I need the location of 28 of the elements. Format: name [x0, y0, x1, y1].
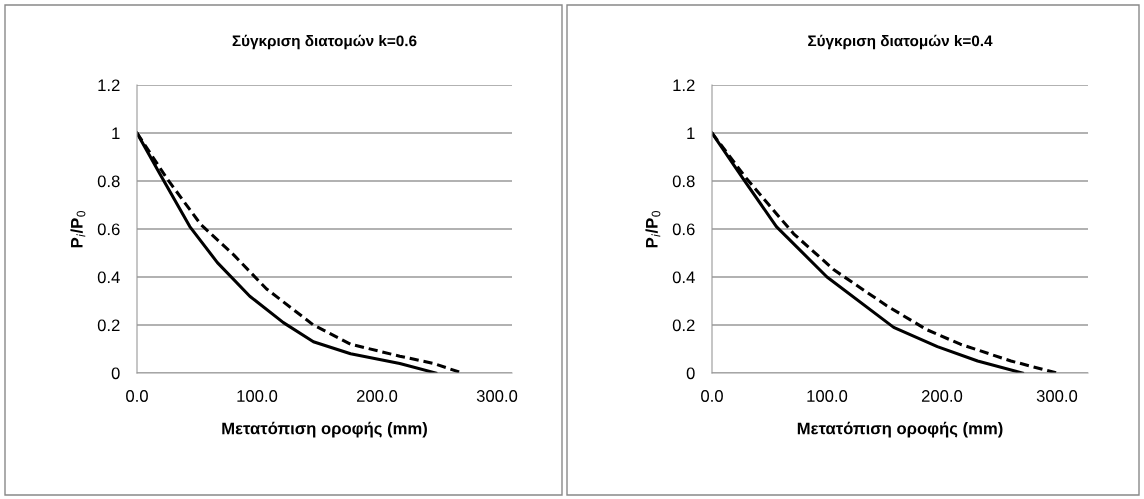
x-tick-label: 100.0: [807, 390, 848, 402]
y-tick-label: 1.2: [98, 79, 120, 92]
x-tick-label: 100.0: [237, 390, 278, 402]
chart-title: Σύγκριση διατομών k=0.4: [808, 34, 993, 50]
x-tick-label: 300.0: [1036, 390, 1078, 402]
y-tick-label: 0.2: [672, 319, 695, 332]
x-tick-label: 0.0: [126, 390, 148, 402]
y-tick-label: 0.4: [672, 271, 695, 284]
x-axis-title: Μετατόπιση οροφής (mm): [222, 421, 427, 438]
y-tick-label: 0.2: [97, 319, 120, 332]
x-tick-label: 200.0: [921, 390, 963, 402]
y-tick-label: 0.6: [672, 223, 695, 236]
y-tick-label: 1: [687, 127, 695, 140]
y-tick-label: 0: [686, 367, 695, 380]
y-tick-label: 0.8: [672, 175, 695, 188]
y-tick-label: 1: [112, 127, 120, 140]
x-tick-label: 200.0: [356, 390, 398, 402]
y-axis-title: P$_{i}$/P$_{0}$: [70, 210, 86, 248]
chart-title: Σύγκριση διατομών k=0.6: [232, 34, 417, 50]
y-axis-title: P$_{i}$/P$_{0}$: [645, 210, 661, 248]
x-tick-label: 0.0: [701, 390, 723, 402]
y-tick-label: 0.6: [97, 223, 120, 236]
x-axis-title: Μετατόπιση οροφής (mm): [797, 421, 1003, 438]
y-tick-label: 0.4: [97, 271, 120, 284]
y-tick-label: 0.8: [97, 175, 120, 188]
y-tick-label: 1.2: [673, 79, 695, 92]
x-tick-label: 300.0: [476, 390, 518, 402]
y-tick-label: 0: [111, 367, 120, 380]
